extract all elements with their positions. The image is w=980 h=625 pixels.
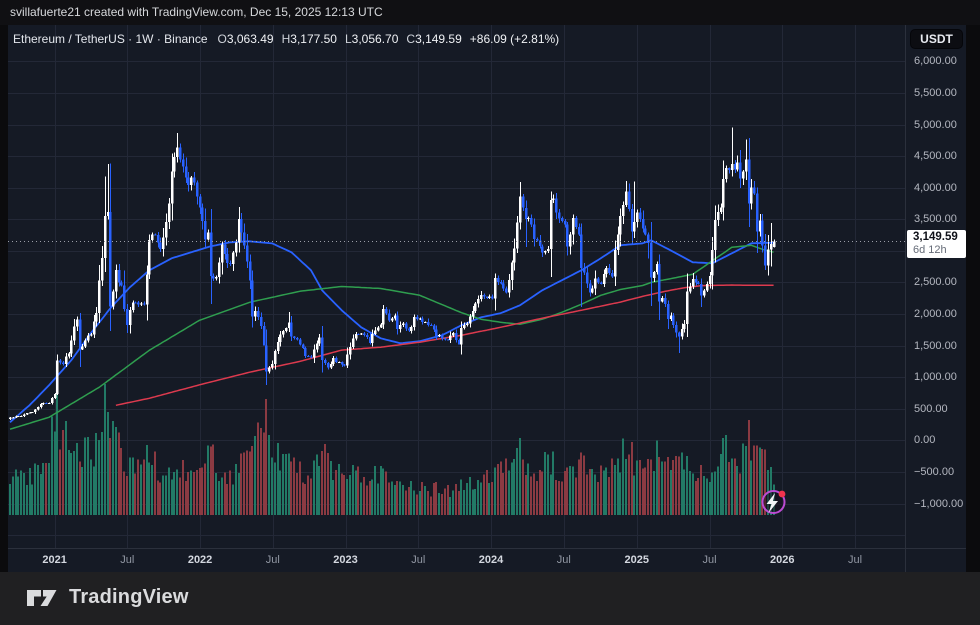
- time-tick-year: 2024: [478, 554, 504, 566]
- price-tick-label: 4,500.00: [914, 150, 957, 163]
- time-axis[interactable]: 2021 Jul 2022 Jul 2023 Jul 2024 Jul 2025 Jul 2026 J…: [8, 548, 966, 573]
- ma-mid-green: [9, 244, 774, 430]
- price-tick-label: 6,000.00: [914, 55, 957, 68]
- price-tick-label: 5,000.00: [914, 118, 957, 131]
- time-tick-month: Jul: [702, 554, 717, 566]
- time-tick-month: Jul: [265, 554, 280, 566]
- time-tick-month: Jul: [411, 554, 426, 566]
- notification-dot: [778, 490, 786, 498]
- grid-layer: [8, 25, 905, 548]
- price-tick-label: 2,500.00: [914, 276, 957, 289]
- high-label: H: [281, 32, 291, 46]
- time-tick-year: 2023: [333, 554, 358, 566]
- symbol-legend[interactable]: Ethereum / TetherUS · 1W · Binance O3,063…: [13, 32, 559, 46]
- symbol-title[interactable]: Ethereum / TetherUS · 1W · Binance: [13, 32, 208, 46]
- attribution-bar: svillafuerte21 created with TradingView.…: [0, 0, 980, 25]
- open-value: 3,063.49: [226, 32, 274, 46]
- time-tick-year: 2026: [770, 554, 795, 566]
- price-tick-label: 5,500.00: [914, 86, 957, 99]
- streak-icon[interactable]: [761, 490, 786, 514]
- brand-name: TradingView: [69, 586, 189, 608]
- low-value: 3,056.70: [351, 32, 399, 46]
- tradingview-logo-link[interactable]: TradingView: [27, 586, 189, 609]
- time-tick-year: 2021: [42, 554, 67, 566]
- candles-layer: [9, 127, 776, 420]
- time-tick-month: Jul: [847, 554, 863, 566]
- price-tick-label: 0.00: [914, 434, 936, 447]
- ma-slow-red: [115, 284, 774, 407]
- attribution-text: svillafuerte21 created with TradingView.…: [10, 5, 383, 19]
- currency-toggle-button[interactable]: USDT: [910, 29, 963, 49]
- time-tick-month: Jul: [556, 554, 571, 566]
- price-tick-label: 3,500.00: [914, 213, 957, 226]
- axis-corner-divider: [905, 549, 906, 573]
- time-tick-year: 2025: [624, 554, 650, 566]
- price-tick-label: 2,000.00: [914, 308, 957, 321]
- open-label: O: [217, 32, 227, 46]
- close-label: C: [406, 32, 416, 46]
- change-value: +86.09 (+2.81%): [469, 32, 560, 46]
- low-label: L: [344, 32, 352, 46]
- lightning-bolt-icon: [766, 493, 778, 513]
- footer: TradingView: [0, 572, 980, 625]
- price-tick-label: −1,000.00: [914, 497, 964, 510]
- current-price-label: 3,149.59 6d 12h: [907, 230, 966, 258]
- price-tick-label: 4,000.00: [914, 181, 957, 194]
- price-axis[interactable]: USDT 6,000.00 5,500.00 5,000.00 4,500.00 4,0…: [905, 25, 966, 572]
- high-value: 3,177.50: [290, 32, 337, 46]
- price-chart[interactable]: [8, 25, 905, 548]
- tradingview-logo-icon: [27, 589, 57, 606]
- ma-fast-blue: [9, 239, 774, 423]
- time-tick-year: 2022: [187, 554, 213, 566]
- bar-close-countdown: 6d 12h: [913, 244, 947, 256]
- chart-panel: Ethereum / TetherUS · 1W · Binance O3,063…: [8, 25, 966, 573]
- time-tick-month: Jul: [120, 554, 135, 566]
- price-tick-label: 500.00: [914, 402, 948, 415]
- price-tick-label: −500.00: [914, 465, 955, 478]
- price-tick-label: 1,000.00: [914, 371, 957, 384]
- close-value: 3,149.59: [415, 32, 462, 46]
- current-price-value: 3,149.59: [913, 231, 958, 243]
- price-tick-label: 1,500.00: [914, 339, 957, 352]
